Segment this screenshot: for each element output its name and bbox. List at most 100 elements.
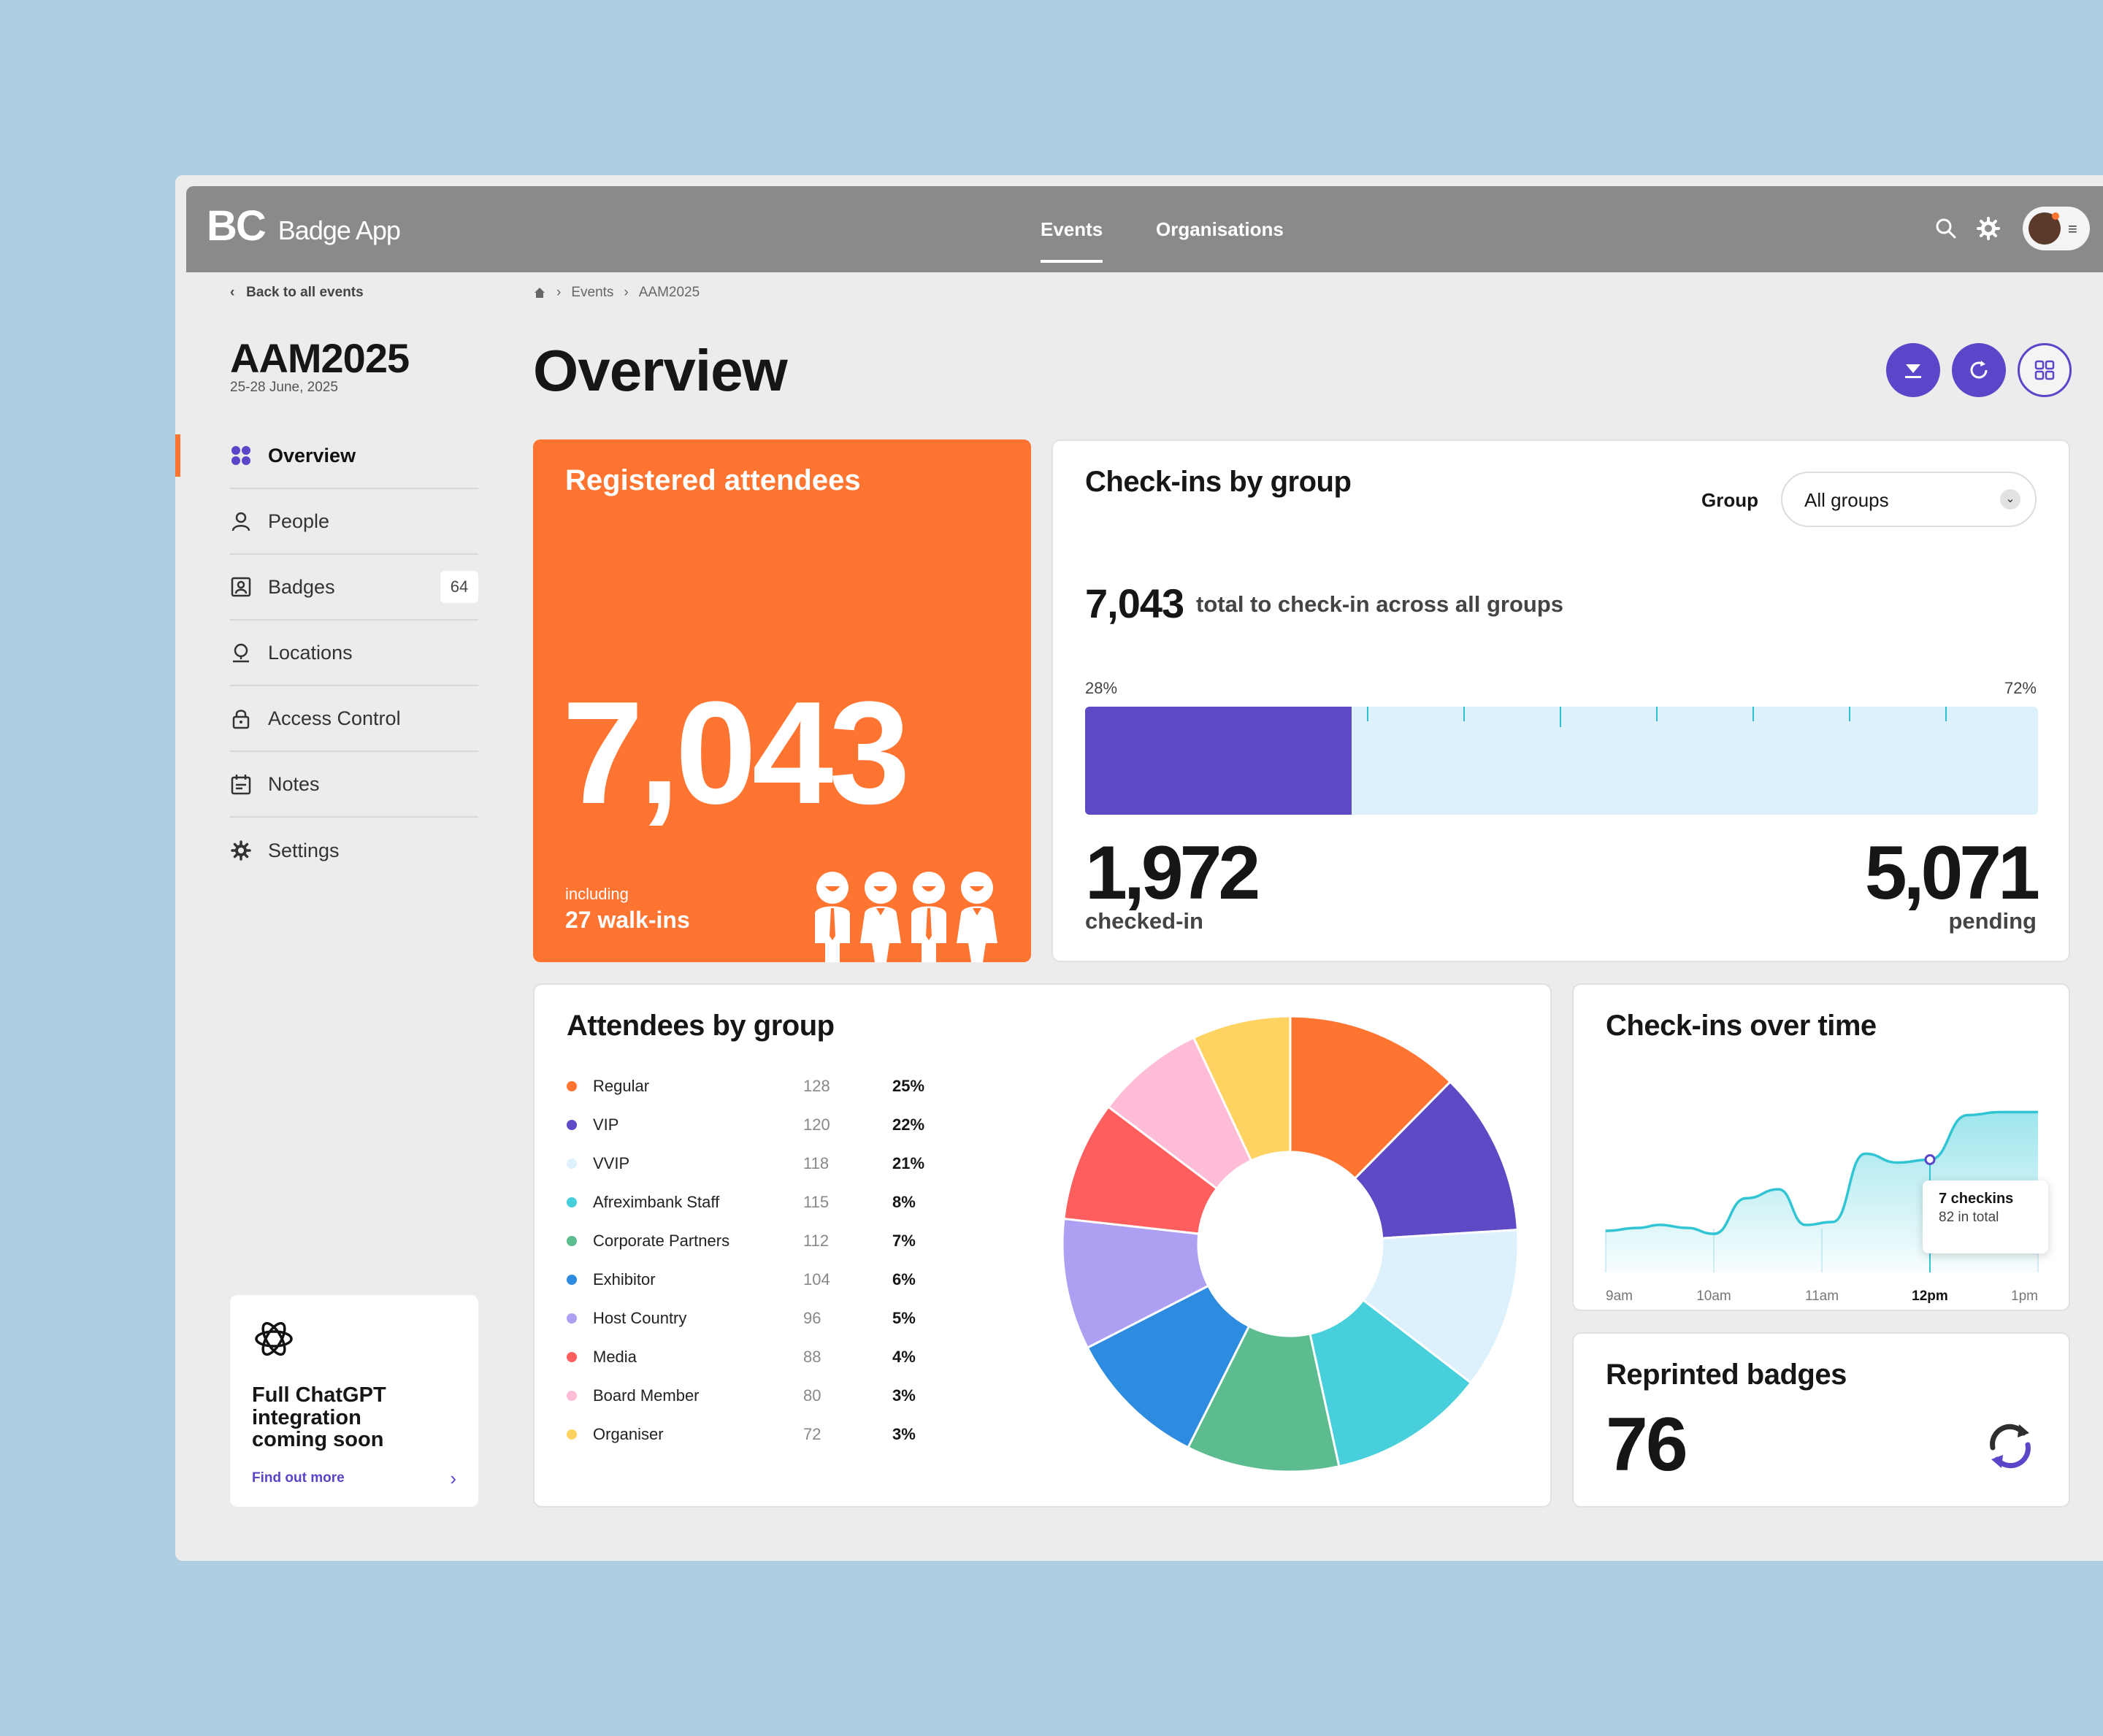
group-select[interactable]: All groups ⌄ — [1781, 472, 2037, 527]
people-illustration — [815, 872, 997, 962]
donut-slice-corporate-partners[interactable] — [1186, 1324, 1341, 1473]
donut-slice-organiser[interactable] — [1192, 1015, 1292, 1162]
legend-name: Regular — [593, 1077, 650, 1095]
sidebar-item-notes[interactable]: Notes — [230, 752, 478, 818]
legend-percent: 3% — [892, 1386, 916, 1405]
checked-percent: 28% — [1085, 679, 1118, 697]
legend-dot — [567, 1429, 577, 1440]
time-axis-label: 10am — [1696, 1288, 1731, 1304]
event-title: AAM2025 — [230, 335, 410, 381]
card-title: Check-ins by group — [1085, 466, 1352, 498]
active-item-marker — [175, 434, 180, 477]
donut-slice-host-country[interactable] — [1061, 1217, 1210, 1350]
home-icon[interactable] — [533, 286, 546, 299]
legend-count: 104 — [803, 1270, 830, 1288]
sidebar-item-settings[interactable]: Settings — [230, 818, 478, 883]
back-link-label: Back to all events — [246, 285, 364, 300]
legend-item: Host Country 96 5% — [567, 1306, 961, 1345]
chevron-right-icon[interactable]: › — [450, 1467, 456, 1489]
checkins-line-chart: 9am 10am 11am 12pm 1pm — [1605, 1110, 2039, 1304]
legend-item: VVIP 118 21% — [567, 1151, 961, 1190]
checkins-over-time-card: Check-ins over time 9am 10am 11am 12pm 1pm 7… — [1572, 983, 2070, 1311]
app-logo[interactable]: BC Badge App — [207, 205, 401, 247]
sidebar-item-label: Badges — [268, 575, 335, 598]
walkins-count: 27 walk-ins — [565, 907, 690, 933]
legend-item: Afreximbank Staff 115 8% — [567, 1190, 961, 1229]
bar-tick — [1849, 707, 1850, 721]
total-description: total to check-in across all groups — [1196, 591, 1564, 617]
reprinted-badges-card: Reprinted badges 76 — [1572, 1332, 2070, 1508]
time-axis-label: 1pm — [2011, 1288, 2038, 1304]
sidebar-item-label: People — [268, 510, 330, 532]
location-pin-icon — [233, 643, 249, 663]
registered-count: 7,043 — [562, 672, 910, 834]
nav-tab-events[interactable]: Events — [1041, 218, 1103, 263]
total-count: 7,043 — [1085, 580, 1184, 626]
nav-tab-organisations[interactable]: Organisations — [1156, 218, 1284, 240]
sidebar-item-access-control[interactable]: Access Control — [230, 686, 478, 752]
card-title: Check-ins over time — [1606, 1010, 1877, 1042]
breadcrumb-item-events[interactable]: Events — [571, 285, 614, 300]
checkins-by-group-card: Check-ins by group Group All groups ⌄ 7,… — [1052, 439, 2070, 962]
reprinted-count: 76 — [1606, 1402, 1688, 1487]
chevron-right-icon: › — [556, 285, 562, 300]
registered-attendees-card: Registered attendees 7,043 including 27 … — [533, 439, 1031, 962]
donut-slice-regular[interactable] — [1289, 1015, 1452, 1180]
legend-count: 112 — [803, 1232, 830, 1250]
sidebar-item-locations[interactable]: Locations — [230, 621, 478, 686]
legend-count: 96 — [803, 1309, 821, 1327]
download-icon — [1905, 364, 1921, 378]
donut-slice-vip[interactable] — [1353, 1080, 1519, 1240]
legend-item: Corporate Partners 112 7% — [567, 1229, 961, 1267]
openai-icon — [255, 1321, 293, 1356]
pending-count: 5,071 — [1864, 831, 2040, 915]
tooltip-checkins: 7 checkins — [1939, 1191, 2014, 1207]
chatgpt-promo-card: Full ChatGPT integration coming soon Fin… — [230, 1295, 478, 1507]
legend-dot — [567, 1159, 577, 1169]
checkin-progress-bar — [1085, 707, 2038, 815]
legend-item: VIP 120 22% — [567, 1113, 961, 1151]
gear-icon[interactable] — [1975, 215, 2002, 242]
chart-tooltip: 7 checkins 82 in total — [1923, 1180, 2048, 1253]
group-filter-label: Group — [1701, 489, 1758, 511]
bar-tick — [1656, 707, 1658, 721]
badge-icon — [231, 577, 251, 597]
breadcrumb-item-current: AAM2025 — [638, 285, 700, 300]
sidebar-item-badges[interactable]: Badges 64 — [230, 555, 478, 621]
find-out-more-link[interactable]: Find out more — [252, 1470, 345, 1486]
legend-name: Host Country — [593, 1309, 687, 1327]
legend-percent: 5% — [892, 1309, 916, 1327]
sidebar-item-people[interactable]: People — [230, 489, 478, 555]
refresh-button[interactable] — [1952, 343, 2006, 397]
sidebar-item-label: Access Control — [268, 707, 401, 729]
time-axis-label: 11am — [1805, 1288, 1839, 1304]
time-axis-label: 12pm — [1912, 1288, 1948, 1304]
donut-slice-vvip[interactable] — [1361, 1228, 1520, 1385]
download-button[interactable] — [1886, 343, 1940, 397]
search-icon[interactable] — [1933, 215, 1959, 242]
promo-title: Full ChatGPT integration coming soon — [252, 1383, 386, 1452]
legend-count: 80 — [803, 1386, 821, 1405]
grid-view-button[interactable] — [2018, 343, 2072, 397]
top-navigation-bar: BC Badge App Events Organisations ≡ — [186, 186, 2103, 272]
legend-item: Board Member 80 3% — [567, 1383, 961, 1422]
donut-slice-exhibitor[interactable] — [1086, 1284, 1251, 1449]
donut-slice-afreximbank-staff[interactable] — [1309, 1298, 1473, 1468]
checked-in-label: checked-in — [1085, 908, 1203, 934]
app-window: BC Badge App Events Organisations ≡ ‹ Ba… — [175, 175, 2103, 1561]
back-link[interactable]: ‹ Back to all events — [230, 285, 364, 301]
user-menu[interactable]: ≡ — [2023, 207, 2090, 250]
legend-item: Organiser 72 3% — [567, 1422, 961, 1461]
legend-dot — [567, 1081, 577, 1091]
highlight-point[interactable] — [1924, 1153, 1936, 1165]
time-axis-label: 9am — [1606, 1288, 1633, 1304]
legend-count: 72 — [803, 1425, 821, 1443]
legend-name: Afreximbank Staff — [593, 1193, 720, 1211]
checkins-line — [1605, 1110, 2038, 1235]
legend-count: 128 — [803, 1077, 830, 1095]
walkins-label: including — [565, 885, 629, 903]
sidebar-item-label: Notes — [268, 772, 320, 795]
legend-percent: 8% — [892, 1193, 916, 1211]
sidebar-item-overview[interactable]: Overview — [230, 423, 478, 489]
checkin-progress-fill — [1085, 707, 1352, 815]
